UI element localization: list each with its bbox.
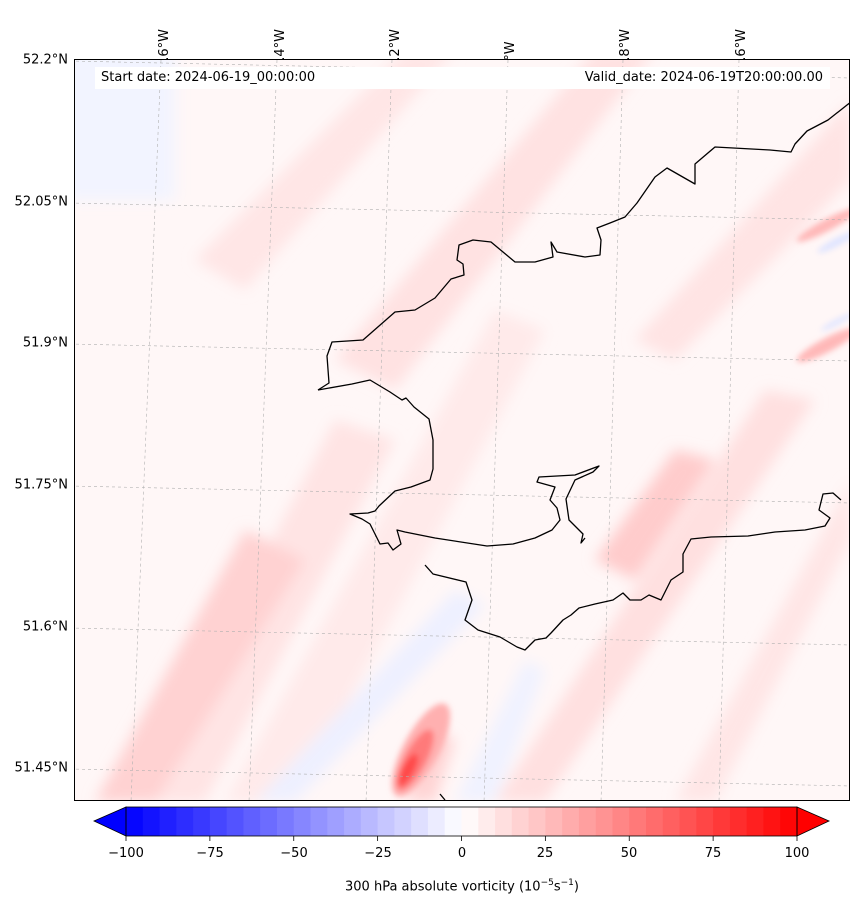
colorbar-cell [763, 807, 781, 836]
colorbar-cell [646, 807, 664, 836]
colorbar-ticks [125, 836, 798, 841]
vorticity-field [75, 60, 849, 800]
colorbar-cell [729, 807, 748, 836]
colorbar-cell [578, 807, 597, 836]
colorbar-cell [411, 807, 429, 836]
colorbar-cell [394, 807, 412, 836]
colorbar-tick-label: −75 [196, 846, 224, 861]
colorbar-cell [126, 807, 144, 836]
colorbar-cell [696, 807, 714, 836]
colorbar-cell [511, 807, 530, 836]
colorbar-high-extension [796, 806, 830, 837]
colorbar-cell [176, 807, 194, 836]
colorbar-cell [595, 807, 614, 836]
colorbar-cell [377, 807, 396, 836]
colorbar-tick-label: 0 [457, 846, 467, 861]
colorbar-tick-label: 50 [620, 846, 638, 861]
colorbar-cell [629, 807, 647, 836]
colorbar-cell [293, 807, 312, 836]
colorbar-cell [159, 807, 177, 836]
colorbar-cell [276, 807, 295, 836]
colorbar-cell [545, 807, 563, 836]
colorbar-low-extension [93, 806, 127, 837]
colorbar-cell [444, 807, 463, 836]
colorbar-tick-label: −25 [364, 846, 392, 861]
colorbar-cell [327, 807, 345, 836]
colorbar-cell [612, 807, 630, 836]
colorbar-cell [528, 807, 546, 836]
colorbar [93, 806, 830, 841]
colorbar-cell [226, 807, 245, 836]
lat-label-51-6: 51.6°N [22, 619, 68, 635]
colorbar-cell [260, 807, 278, 836]
colorbar-cell [427, 807, 446, 836]
colorbar-title: 300 hPa absolute vorticity (10−5s−1) [345, 878, 579, 895]
colorbar-tick-label: 100 [784, 846, 810, 861]
colorbar-cell [193, 807, 211, 836]
colorbar-cell [310, 807, 328, 836]
colorbar-cell [360, 807, 379, 836]
vorticity-maxima [391, 208, 849, 797]
colorbar-tick-label: 75 [704, 846, 722, 861]
colorbar-tick-label: −100 [108, 846, 144, 861]
colorbar-cell [679, 807, 697, 836]
colorbar-cell [142, 807, 161, 836]
colorbar-cell [713, 807, 731, 836]
header-background [95, 67, 830, 89]
colorbar-cell [209, 807, 228, 836]
colorbar-tick-label: −50 [280, 846, 308, 861]
coastline [317, 102, 849, 800]
colorbar-cell [461, 807, 479, 836]
colorbar-tick-label: 25 [536, 846, 554, 861]
lat-label-51-9: 51.9°N [22, 335, 68, 351]
colorbar-cells [126, 807, 798, 836]
start-date-label: Start date: 2024-06-19_00:00:00 [101, 70, 316, 85]
colorbar-cell [746, 807, 765, 836]
colorbar-cell [344, 807, 362, 836]
valid-date-label: Valid_date: 2024-06-19T20:00:00.00 [584, 70, 823, 85]
lat-label-51-45: 51.45°N [14, 760, 68, 776]
vorticity-map[interactable] [74, 59, 850, 801]
colorbar-cell [495, 807, 513, 836]
lat-label-51-75: 51.75°N [14, 477, 68, 493]
colorbar-cell [478, 807, 496, 836]
lat-label-52-2: 52.2°N [22, 52, 68, 68]
lat-label-52-05: 52.05°N [14, 194, 68, 210]
colorbar-cell [562, 807, 580, 836]
colorbar-cell [662, 807, 681, 836]
colorbar-cell [243, 807, 261, 836]
colorbar-cell [780, 807, 798, 836]
